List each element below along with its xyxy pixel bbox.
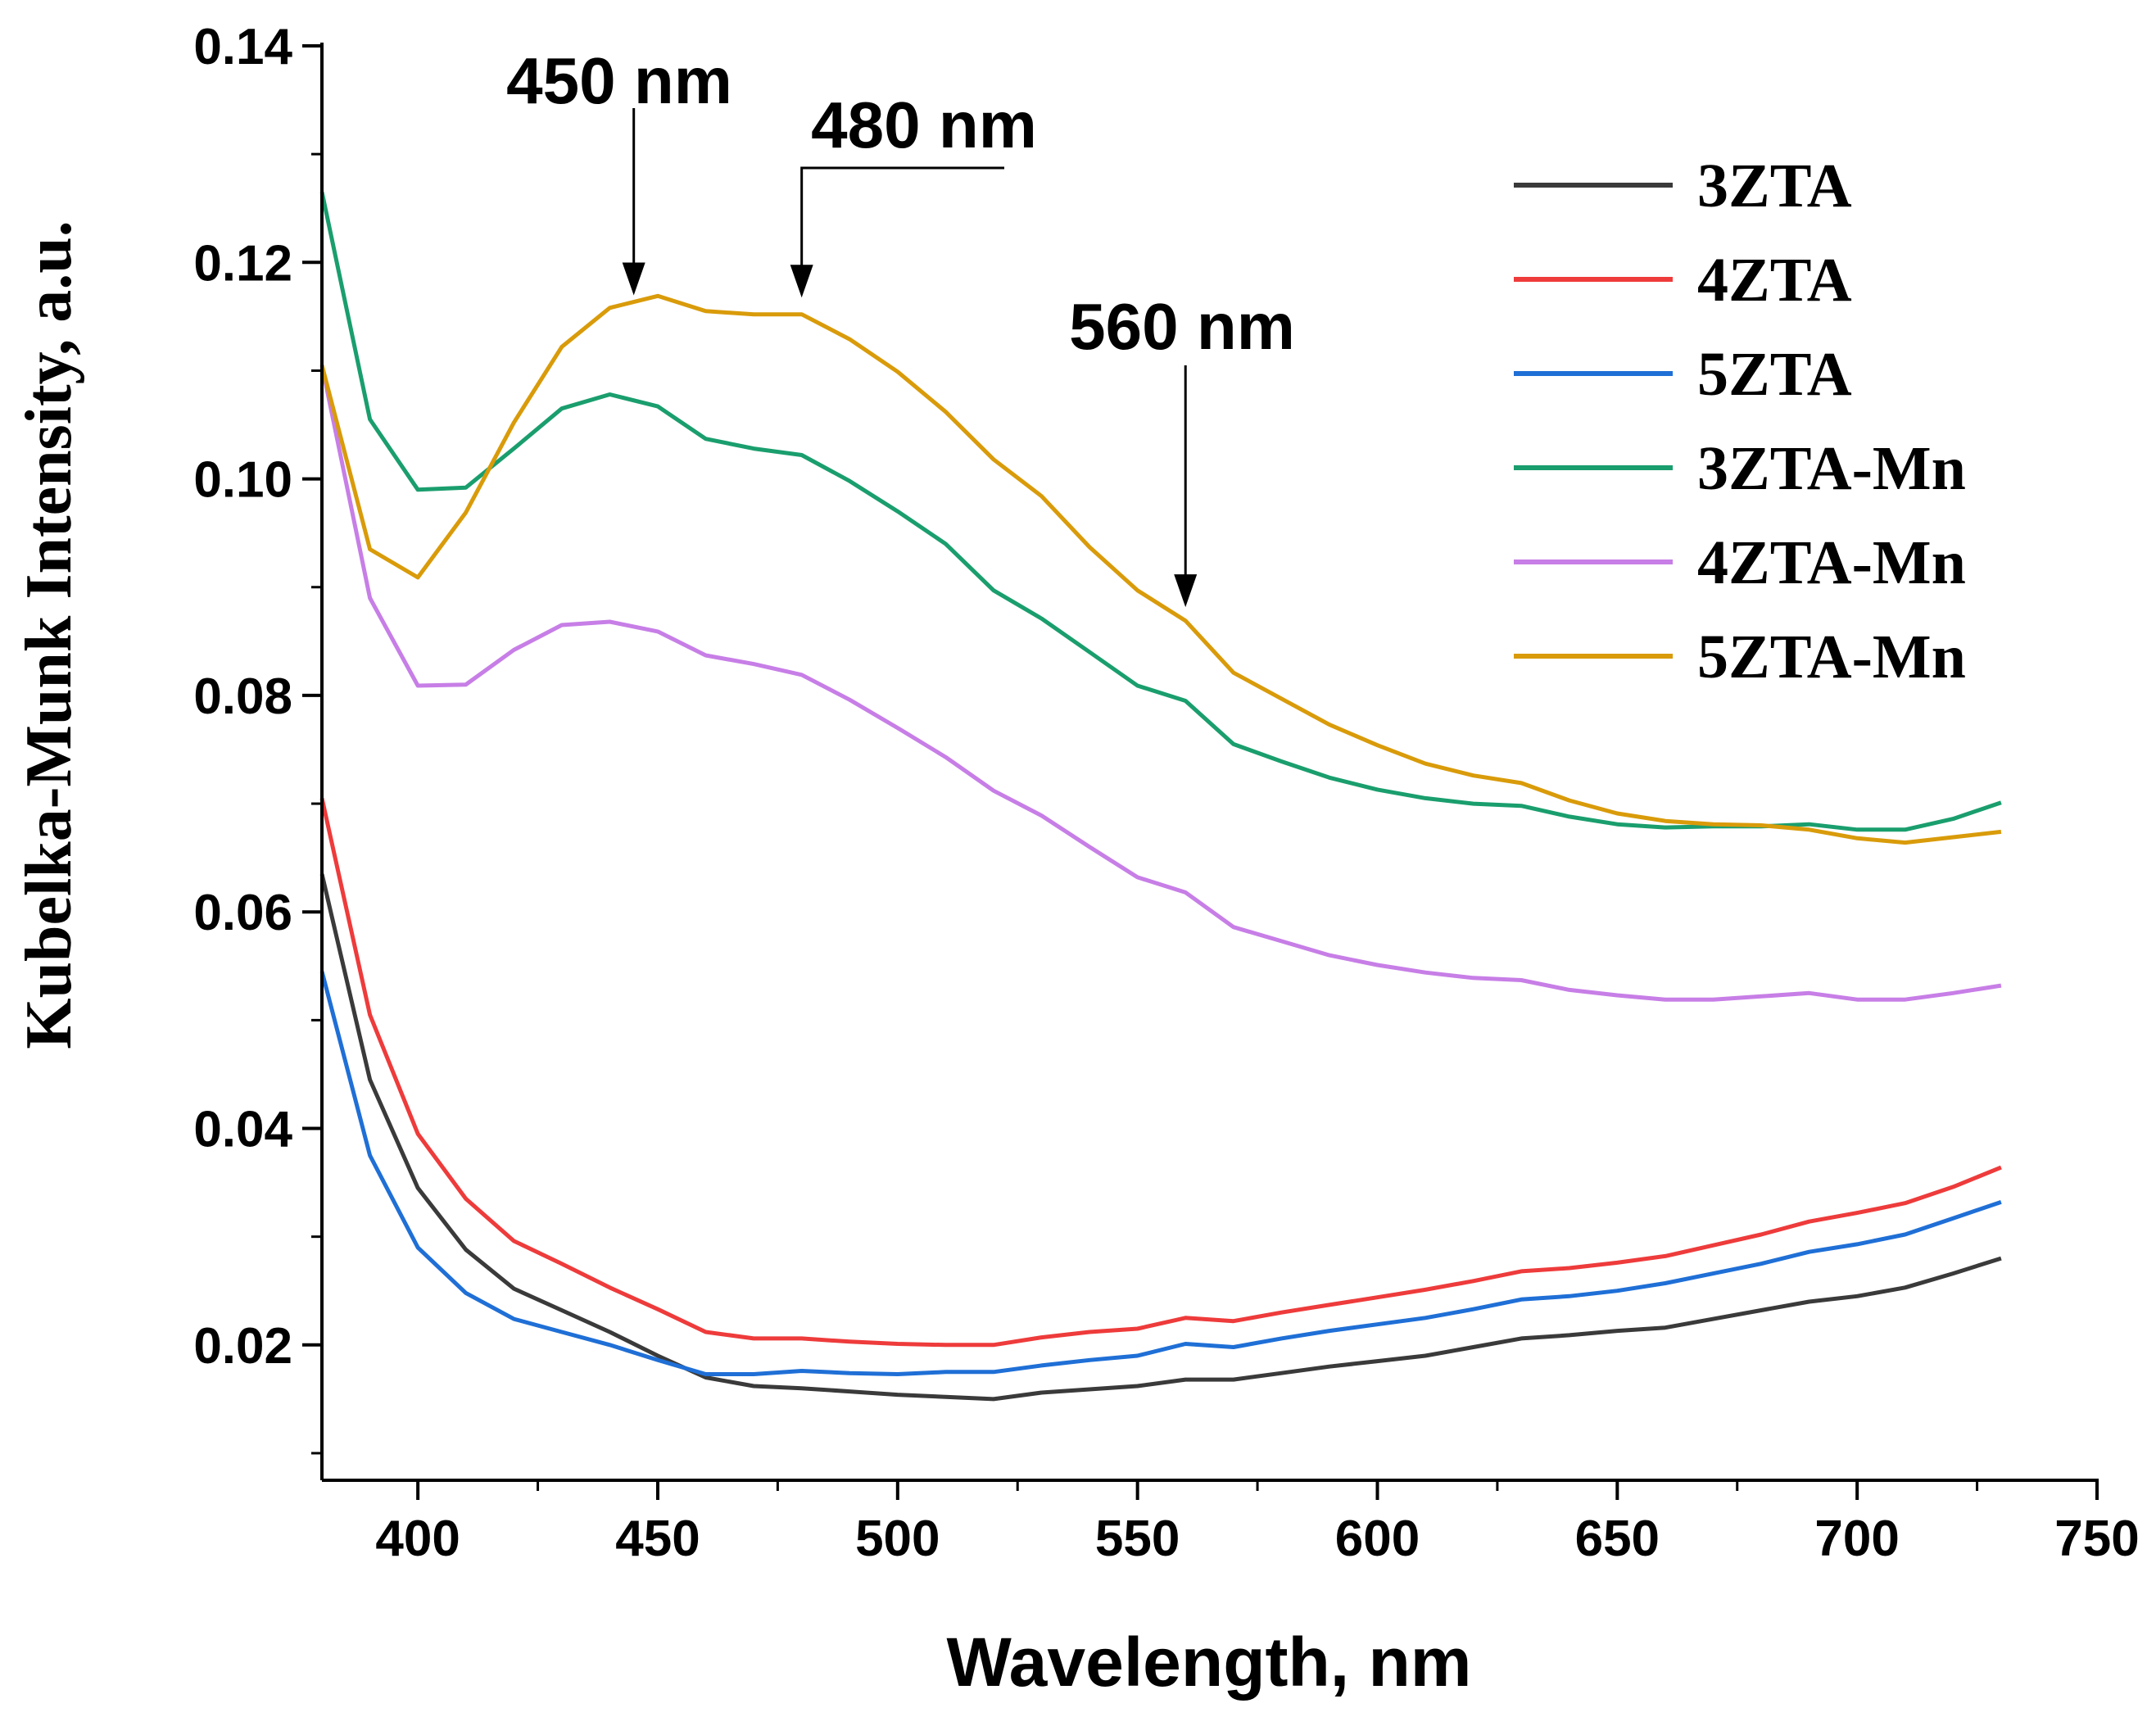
series-line-5ZTA-Mn xyxy=(319,293,2002,845)
x-axis-title: Wavelength, nm xyxy=(947,1624,1472,1701)
series-line-3ZTA xyxy=(319,873,2002,1402)
x-tick-label: 500 xyxy=(855,1511,940,1567)
x-tick-label: 600 xyxy=(1335,1511,1420,1567)
annotation-450-label: 450 nm xyxy=(506,44,732,117)
y-tick-label: 0.08 xyxy=(193,668,292,725)
series-line-4ZTA xyxy=(319,797,2002,1348)
y-tick-label: 0.14 xyxy=(193,19,292,75)
annotation-560-label: 560 nm xyxy=(1069,290,1295,363)
x-tick-label: 450 xyxy=(615,1511,700,1567)
legend-label-3ZTA-Mn: 3ZTA-Mn xyxy=(1697,434,1966,503)
annotation-450-arrowhead xyxy=(622,262,645,296)
annotation-480-arrow xyxy=(800,166,1004,274)
y-tick-label: 0.04 xyxy=(193,1102,292,1158)
x-tick-label: 650 xyxy=(1575,1511,1660,1567)
x-tick-label: 400 xyxy=(375,1511,460,1567)
x-tick-label: 700 xyxy=(1814,1511,1899,1567)
y-axis-title: Kubelka-Munk Intensity, a.u. xyxy=(13,220,85,1049)
legend-label-5ZTA: 5ZTA xyxy=(1697,340,1852,409)
legend-label-5ZTA-Mn: 5ZTA-Mn xyxy=(1697,623,1966,691)
x-tick-label: 550 xyxy=(1095,1511,1180,1567)
annotation-480-label: 480 nm xyxy=(811,88,1037,161)
series-line-4ZTA-Mn xyxy=(319,365,2002,1002)
legend-label-4ZTA: 4ZTA xyxy=(1697,246,1852,315)
x-tick-label: 750 xyxy=(2054,1511,2139,1567)
y-tick-label: 0.10 xyxy=(193,452,292,509)
series-line-5ZTA xyxy=(319,971,2002,1376)
legend-label-3ZTA: 3ZTA xyxy=(1697,152,1852,220)
y-tick-label: 0.12 xyxy=(193,235,292,292)
annotation-480-arrowhead xyxy=(790,265,813,298)
annotation-560-arrowhead xyxy=(1174,574,1198,608)
legend-label-4ZTA-Mn: 4ZTA-Mn xyxy=(1697,528,1966,597)
y-tick-label: 0.06 xyxy=(193,885,292,941)
y-tick-label: 0.02 xyxy=(193,1318,292,1375)
